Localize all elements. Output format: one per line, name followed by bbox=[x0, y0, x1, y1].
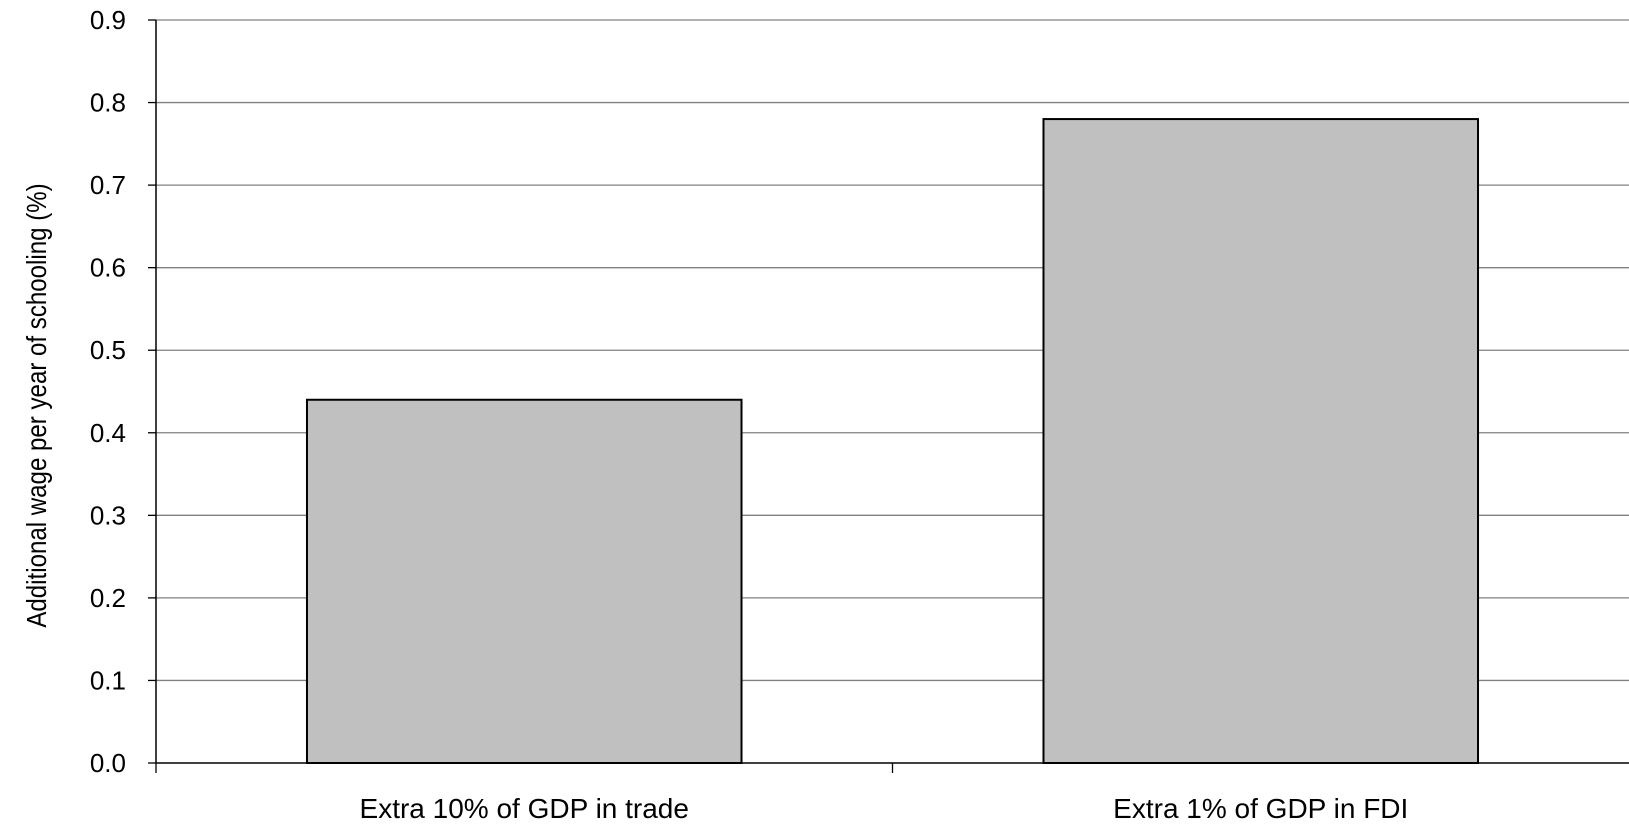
x-category-label: Extra 10% of GDP in trade bbox=[360, 793, 689, 824]
y-tick-label: 0.0 bbox=[90, 748, 126, 778]
bar bbox=[305, 398, 743, 764]
bar bbox=[1042, 118, 1480, 765]
y-tick-label: 0.7 bbox=[90, 170, 126, 200]
axes bbox=[148, 19, 1629, 773]
y-tick-label: 0.1 bbox=[90, 665, 126, 695]
y-axis-title: Additional wage per year of schooling (%… bbox=[20, 183, 52, 627]
y-tick-label: 0.5 bbox=[90, 335, 126, 365]
y-tick-label: 0.8 bbox=[90, 88, 126, 118]
bars bbox=[305, 118, 1480, 765]
y-tick-label: 0.6 bbox=[90, 253, 126, 283]
x-category-label: Extra 1% of GDP in FDI bbox=[1113, 793, 1408, 824]
labels: 0.0 0.1 0.2 0.3 0.4 0.5 0.6 0.7 0.8 0.9 Extra 10% … bbox=[90, 5, 1408, 824]
y-tick-label: 0.4 bbox=[90, 418, 126, 448]
y-tick-label: 0.9 bbox=[90, 5, 126, 35]
y-tick-label: 0.2 bbox=[90, 583, 126, 613]
y-tick-label: 0.3 bbox=[90, 500, 126, 530]
